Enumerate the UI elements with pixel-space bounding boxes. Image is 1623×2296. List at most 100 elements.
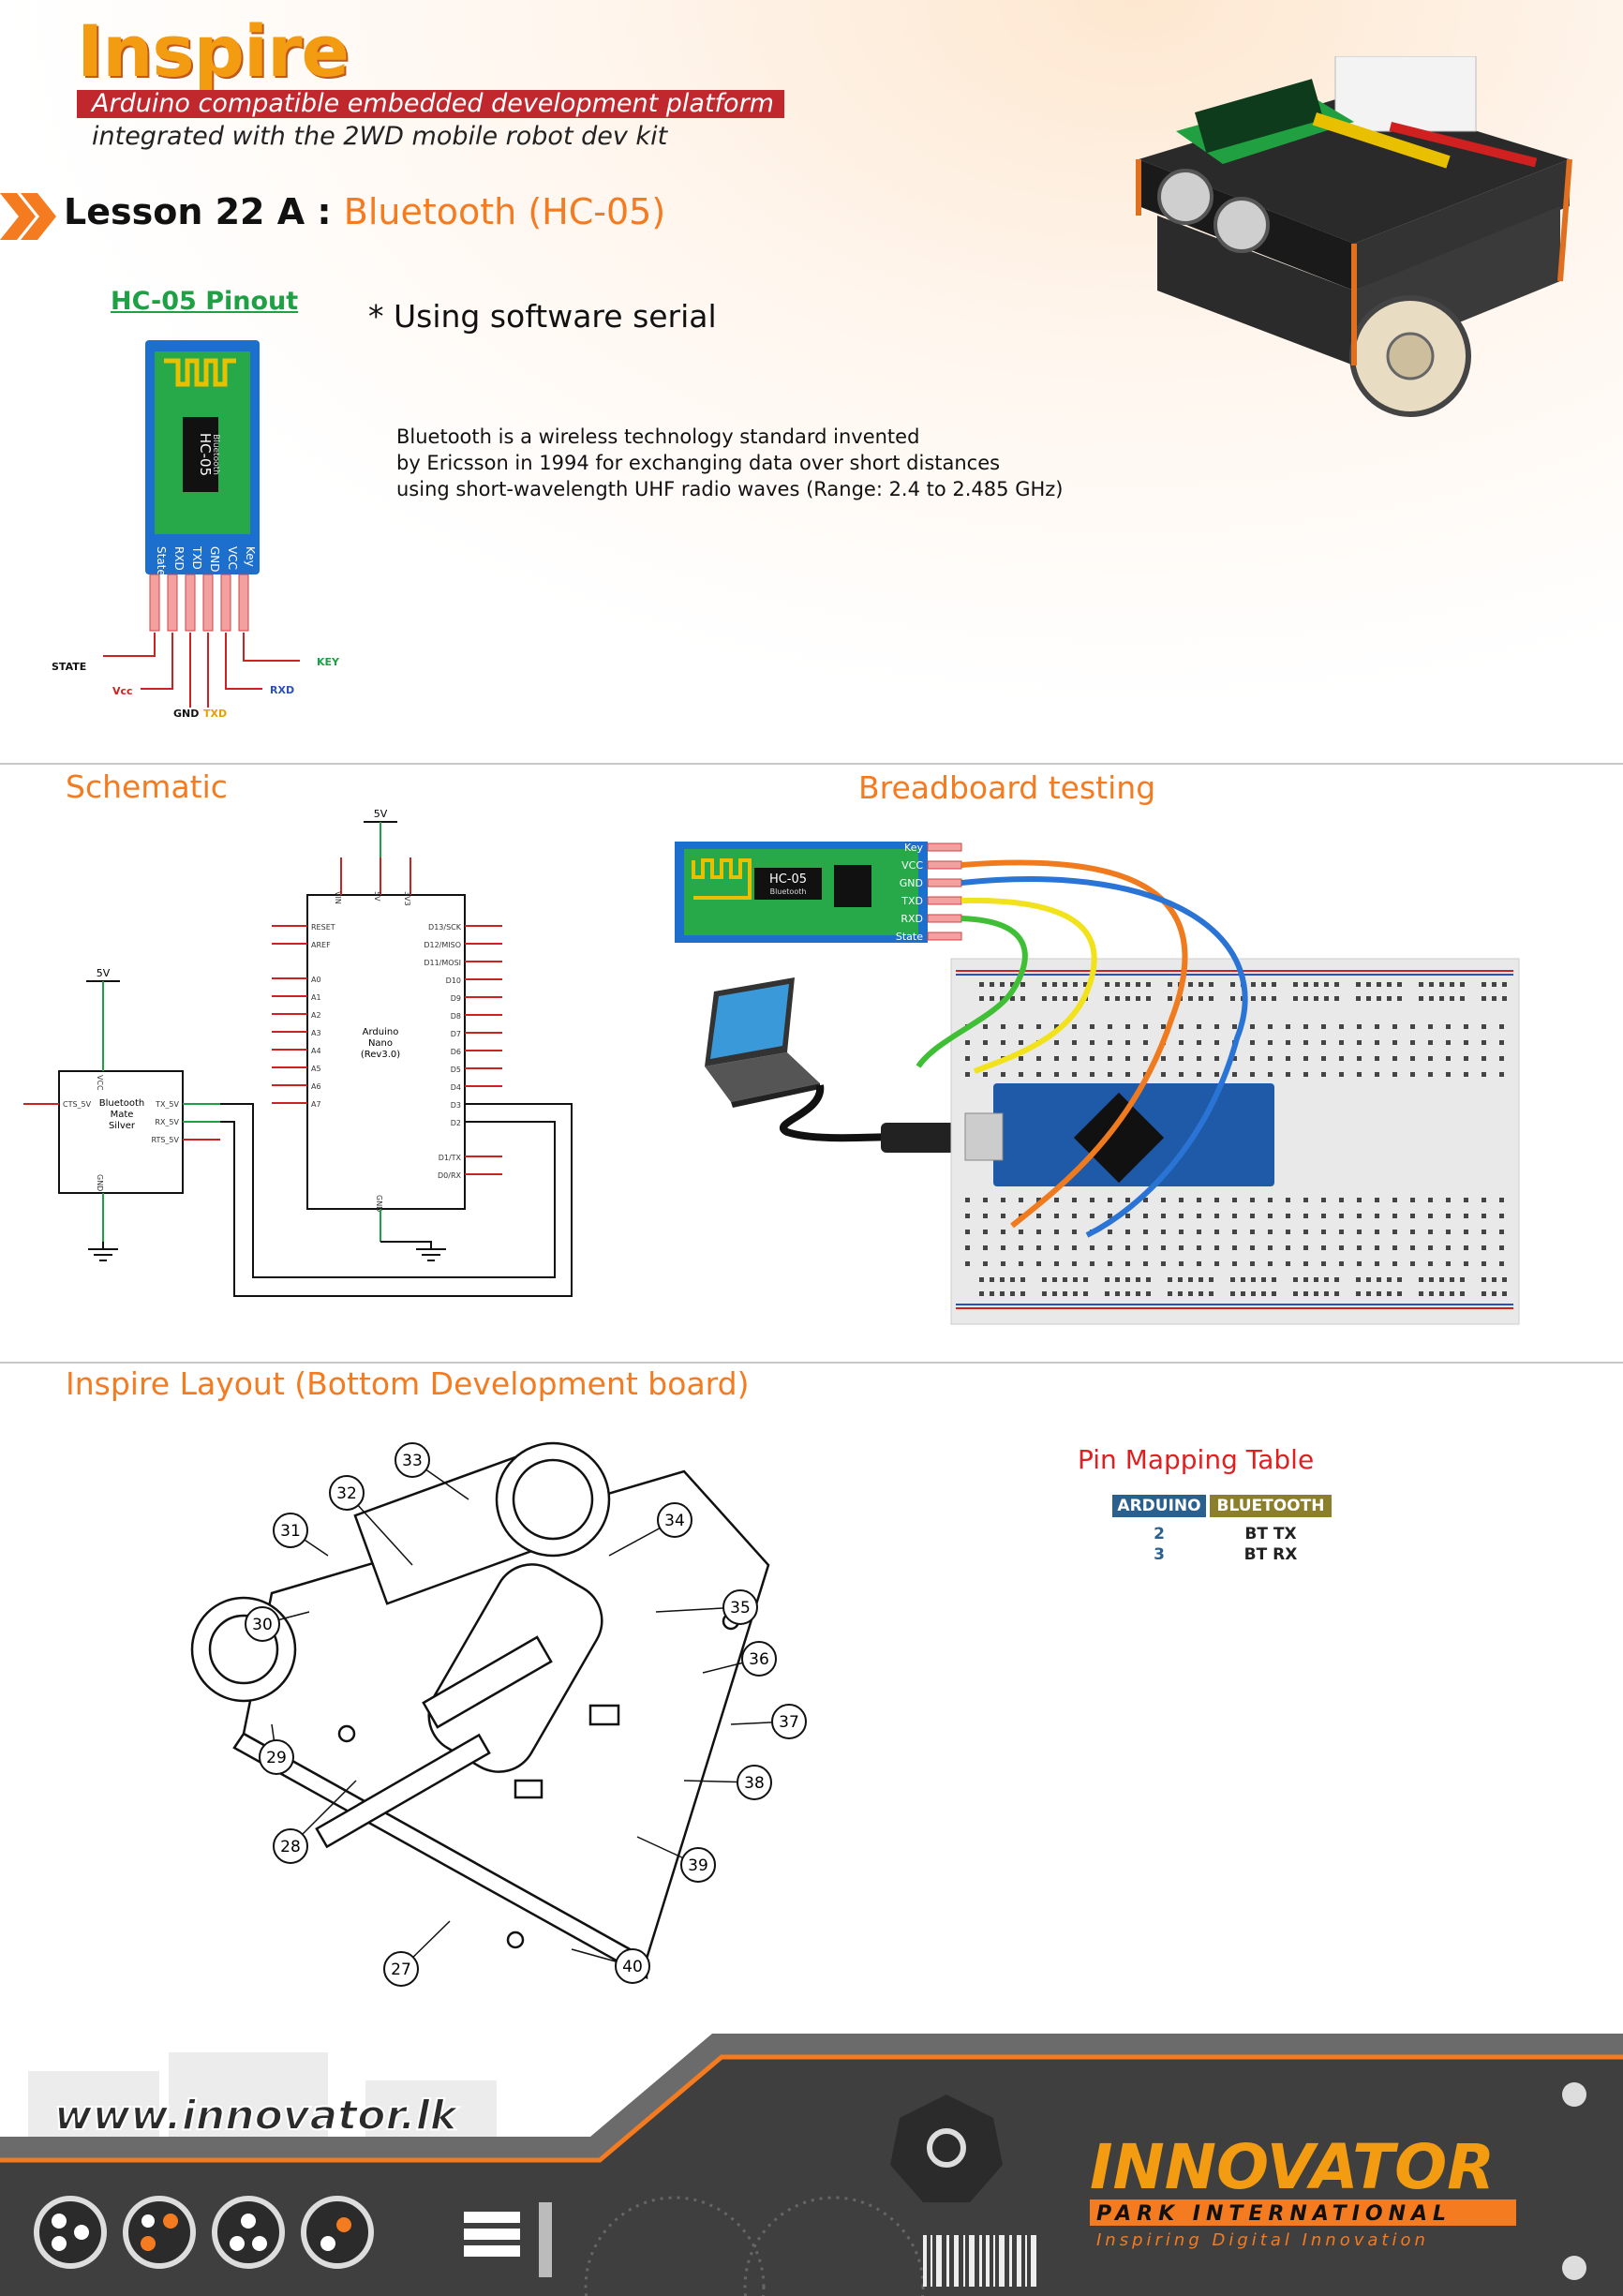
breadboard-hole xyxy=(1073,1277,1078,1282)
breadboard-hole xyxy=(1178,1277,1183,1282)
breadboard-hole xyxy=(1272,1277,1276,1282)
breadboard-hole xyxy=(990,1291,994,1296)
nano-pin-a2: A2 xyxy=(311,1011,321,1020)
breadboard-hole xyxy=(1482,1277,1486,1282)
label-rxd: RXD xyxy=(270,684,294,696)
breadboard-hole xyxy=(1143,1245,1148,1250)
breadboard-hole xyxy=(1303,996,1308,1001)
breadboard-hole xyxy=(1357,1230,1362,1234)
dev-board-diagram: 33 32 34 31 35 30 36 37 29 38 28 39 27 40 xyxy=(190,1441,807,1987)
breadboard-hole xyxy=(1146,996,1151,1001)
breadboard-hole xyxy=(1410,1214,1415,1218)
breadboard-hole xyxy=(1197,1040,1201,1045)
hc05-board-label: HC-05 xyxy=(197,433,214,476)
breadboard-hole xyxy=(1161,1198,1166,1202)
breadboard-hole xyxy=(1214,1040,1219,1045)
callout-number: 33 xyxy=(402,1452,423,1470)
breadboard-hole xyxy=(1286,1024,1290,1029)
breadboard-hole xyxy=(1090,1072,1094,1077)
breadboard-hole xyxy=(1429,982,1434,987)
breadboard-hole xyxy=(1188,1291,1193,1296)
breadboard-hole xyxy=(1324,996,1329,1001)
breadboard-hole xyxy=(1090,1040,1094,1045)
callout-number: 37 xyxy=(779,1713,799,1732)
breadboard-hole xyxy=(1199,982,1203,987)
breadboard-hole xyxy=(1482,1214,1486,1218)
breadboard-hole xyxy=(965,1261,970,1266)
breadboard-hole xyxy=(1001,1214,1005,1218)
nano-pin-d11: D11/MOSI xyxy=(424,959,461,967)
breadboard-hole xyxy=(1303,1214,1308,1218)
callout-number: 40 xyxy=(622,1958,643,1976)
breadboard-hole xyxy=(1321,1230,1326,1234)
bt-module-label: HC-05 xyxy=(769,872,807,887)
breadboard-hole xyxy=(1042,1291,1047,1296)
nano-supply-label: 5V xyxy=(374,808,388,820)
nano-pin-d13: D13/SCK xyxy=(428,923,462,932)
nano-pin-d12: D12/MISO xyxy=(424,941,461,949)
breadboard-hole xyxy=(1429,1277,1434,1282)
pin-map-title: Pin Mapping Table xyxy=(1078,1444,1315,1475)
pin-label-key: Key xyxy=(244,546,257,567)
breadboard-hole xyxy=(1428,1198,1433,1202)
breadboard-hole xyxy=(1428,1040,1433,1045)
breadboard-hole xyxy=(1143,1040,1148,1045)
nano-pin-5v: 5V xyxy=(373,891,381,902)
callout-number: 38 xyxy=(744,1774,765,1793)
callout-circle xyxy=(259,1739,294,1775)
breadboard-hole xyxy=(1036,1261,1041,1266)
divider xyxy=(0,763,1623,765)
breadboard-hole xyxy=(1036,1230,1041,1234)
breadboard-hole xyxy=(1125,1245,1130,1250)
breadboard-hole xyxy=(1036,1198,1041,1202)
breadboard-hole xyxy=(1052,996,1057,1001)
breadboard-hole xyxy=(1072,1198,1077,1202)
breadboard-hole xyxy=(1410,1230,1415,1234)
breadboard-hole xyxy=(1010,1277,1015,1282)
breadboard-hole xyxy=(1356,1291,1361,1296)
breadboard-hole xyxy=(1168,1291,1172,1296)
breadboard-hole xyxy=(1105,982,1109,987)
breadboard-hole xyxy=(1268,1214,1273,1218)
breadboard-hole xyxy=(1250,1198,1255,1202)
breadboard-hole xyxy=(1161,1024,1166,1029)
breadboard-hole xyxy=(1499,1214,1504,1218)
breadboard-hole xyxy=(1072,1214,1077,1218)
breadboard-hole xyxy=(1019,1245,1023,1250)
breadboard-hole xyxy=(1357,1072,1362,1077)
breadboard-hole xyxy=(1230,1277,1235,1282)
breadboard-hole xyxy=(1482,996,1486,1001)
breadboard-hole xyxy=(1179,1230,1184,1234)
breadboard-hole xyxy=(1001,1230,1005,1234)
breadboard-hole xyxy=(1293,1291,1298,1296)
breadboard-hole xyxy=(1054,1056,1059,1061)
breadboard-hole xyxy=(1492,982,1496,987)
mate-pin-vcc: VCC xyxy=(96,1075,104,1091)
breadboard-hole xyxy=(965,1056,970,1061)
breadboard-hole xyxy=(1000,996,1005,1001)
breadboard-hole xyxy=(1209,1291,1214,1296)
breadboard-hole xyxy=(1054,1198,1059,1202)
breadboard-hole xyxy=(1419,1291,1423,1296)
breadboard-hole xyxy=(1036,1072,1041,1077)
breadboard-hole xyxy=(1019,1198,1023,1202)
breadboard-hole xyxy=(1146,982,1151,987)
breadboard-hole xyxy=(1214,1261,1219,1266)
mate-supply-label: 5V xyxy=(97,967,111,979)
breadboard-hole xyxy=(1397,1277,1402,1282)
breadboard-hole xyxy=(1397,982,1402,987)
breadboard-hole xyxy=(1115,996,1120,1001)
callout-circle xyxy=(245,1606,280,1642)
breadboard-hole xyxy=(1232,1072,1237,1077)
nano-label: Arduino xyxy=(363,1027,399,1037)
breadboard-hole xyxy=(1090,1056,1094,1061)
breadboard-hole xyxy=(965,1072,970,1077)
breadboard-hole xyxy=(1108,1024,1112,1029)
breadboard-hole xyxy=(1303,1040,1308,1045)
breadboard-hole xyxy=(1410,1072,1415,1077)
breadboard-hole xyxy=(1161,1261,1166,1266)
breadboard-hole xyxy=(1439,1277,1444,1282)
breadboard-hole xyxy=(1439,1291,1444,1296)
breadboard-hole xyxy=(1286,1198,1290,1202)
breadboard-hole xyxy=(1020,1277,1025,1282)
